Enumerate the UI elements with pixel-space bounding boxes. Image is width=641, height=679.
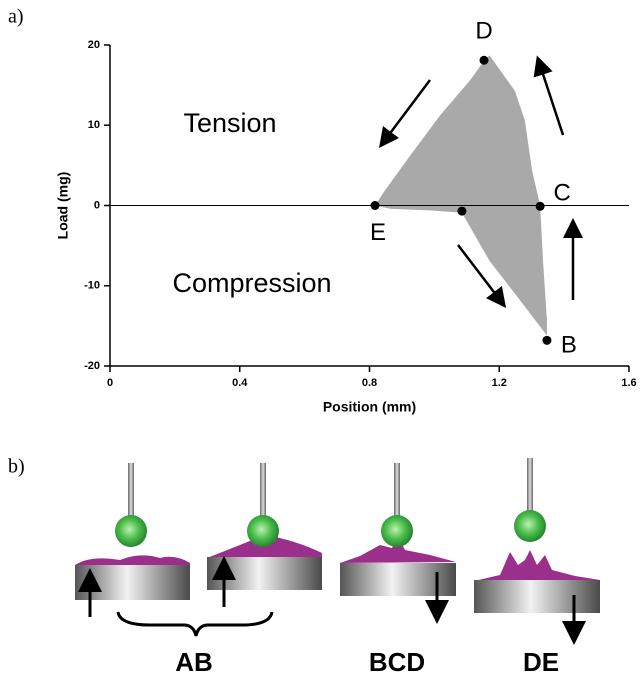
point-marker [370, 201, 380, 210]
y-tick-label: 20 [88, 39, 100, 51]
y-tick-label: -10 [84, 280, 100, 292]
x-axis-label: Position (mm) [323, 399, 416, 415]
y-tick-label: -20 [84, 360, 100, 372]
plot: -20 -10 0 10 20 0 0.4 0.8 1.2 1.6 Position (mm) Loa… [55, 18, 637, 415]
x-tick-label: 1.6 [621, 377, 636, 389]
point-marker [457, 206, 467, 216]
x-tick-label: 0.8 [362, 377, 377, 389]
sample-diagram: AB BCD DE [75, 458, 600, 677]
y-axis-label: Load (mg) [55, 172, 71, 240]
point-marker [535, 201, 545, 211]
diagram-label: AB [175, 647, 213, 677]
point-marker [479, 55, 489, 65]
diagram-label: DE [523, 647, 559, 677]
annotation: Tension [183, 108, 276, 138]
y-tick-label: 10 [88, 119, 100, 131]
y-tick-label: 0 [94, 199, 100, 211]
point-label: D [475, 18, 492, 45]
point-label: E [370, 219, 386, 246]
x-tick-label: 0.4 [232, 377, 248, 389]
panel-label: a) [8, 6, 24, 28]
panel-label: b) [8, 456, 25, 478]
x-tick-label: 0 [107, 377, 113, 389]
point-label: C [553, 180, 570, 207]
point-label: B [561, 332, 577, 359]
point-marker [542, 335, 552, 345]
load-area [375, 55, 547, 336]
x-tick-label: 1.2 [492, 377, 507, 389]
diagram-label: BCD [369, 647, 425, 677]
direction-arrows [379, 55, 583, 308]
annotation: Compression [172, 268, 331, 298]
